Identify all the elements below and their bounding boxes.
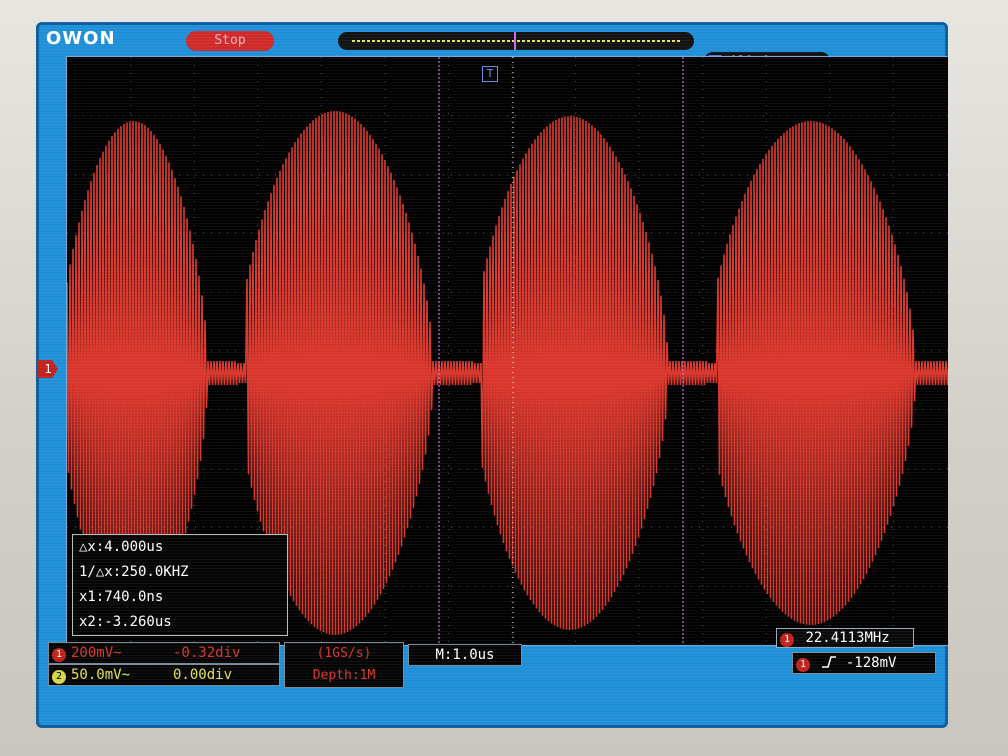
- trigger-position-icon: [514, 32, 516, 50]
- channel1-trace: [66, 110, 948, 636]
- trigger-position-bar: [338, 32, 694, 50]
- trigger-level: -128mV: [845, 655, 897, 671]
- frequency-channel-badge: 1: [780, 633, 794, 647]
- channel2-offset: 0.00div: [173, 667, 233, 683]
- scope-screen: OWON Stop T 480.0ns T 1 △x:4.000us 1/△x:…: [36, 22, 948, 728]
- rising-edge-icon: [822, 656, 837, 668]
- sample-rate: (1GS/s): [316, 646, 372, 661]
- trigger-readout[interactable]: 1 -128mV: [792, 652, 936, 674]
- brand-logo: OWON: [46, 28, 116, 49]
- frequency-readout: 1 22.4113MHz: [776, 628, 914, 648]
- timebase-readout[interactable]: M:1.0us: [408, 644, 522, 666]
- frequency-value: 22.4113MHz: [805, 630, 890, 646]
- channel1-scale: 200mV~: [71, 645, 122, 661]
- channel2-settings[interactable]: 2 50.0mV~ 0.00div: [48, 664, 280, 686]
- cursor-measurement-panel: △x:4.000us 1/△x:250.0KHZ x1:740.0ns x2:-…: [72, 534, 288, 636]
- cursor-inverse-delta-x: 1/△x:250.0KHZ: [79, 564, 189, 580]
- channel1-badge: 1: [52, 648, 66, 662]
- channel2-scale: 50.0mV~: [71, 667, 131, 683]
- acquisition-info: (1GS/s) Depth:1M: [284, 642, 404, 688]
- cursor-delta-x: △x:4.000us: [79, 539, 164, 555]
- trigger-channel-badge: 1: [796, 658, 810, 672]
- channel2-badge: 2: [52, 670, 66, 684]
- waveform-svg: [66, 57, 948, 645]
- cursor-x2: x2:-3.260us: [79, 614, 172, 630]
- memory-track: [352, 40, 680, 42]
- run-stop-indicator[interactable]: Stop: [186, 31, 274, 51]
- trigger-position-marker: T: [482, 66, 498, 82]
- channel1-offset: -0.32div: [173, 645, 241, 661]
- memory-depth: Depth:1M: [312, 668, 376, 683]
- channel1-ground-marker[interactable]: 1: [38, 360, 58, 378]
- channel1-settings[interactable]: 1 200mV~ -0.32div: [48, 642, 280, 664]
- cursor-x1: x1:740.0ns: [79, 589, 164, 605]
- channel1-waveform: [66, 110, 948, 636]
